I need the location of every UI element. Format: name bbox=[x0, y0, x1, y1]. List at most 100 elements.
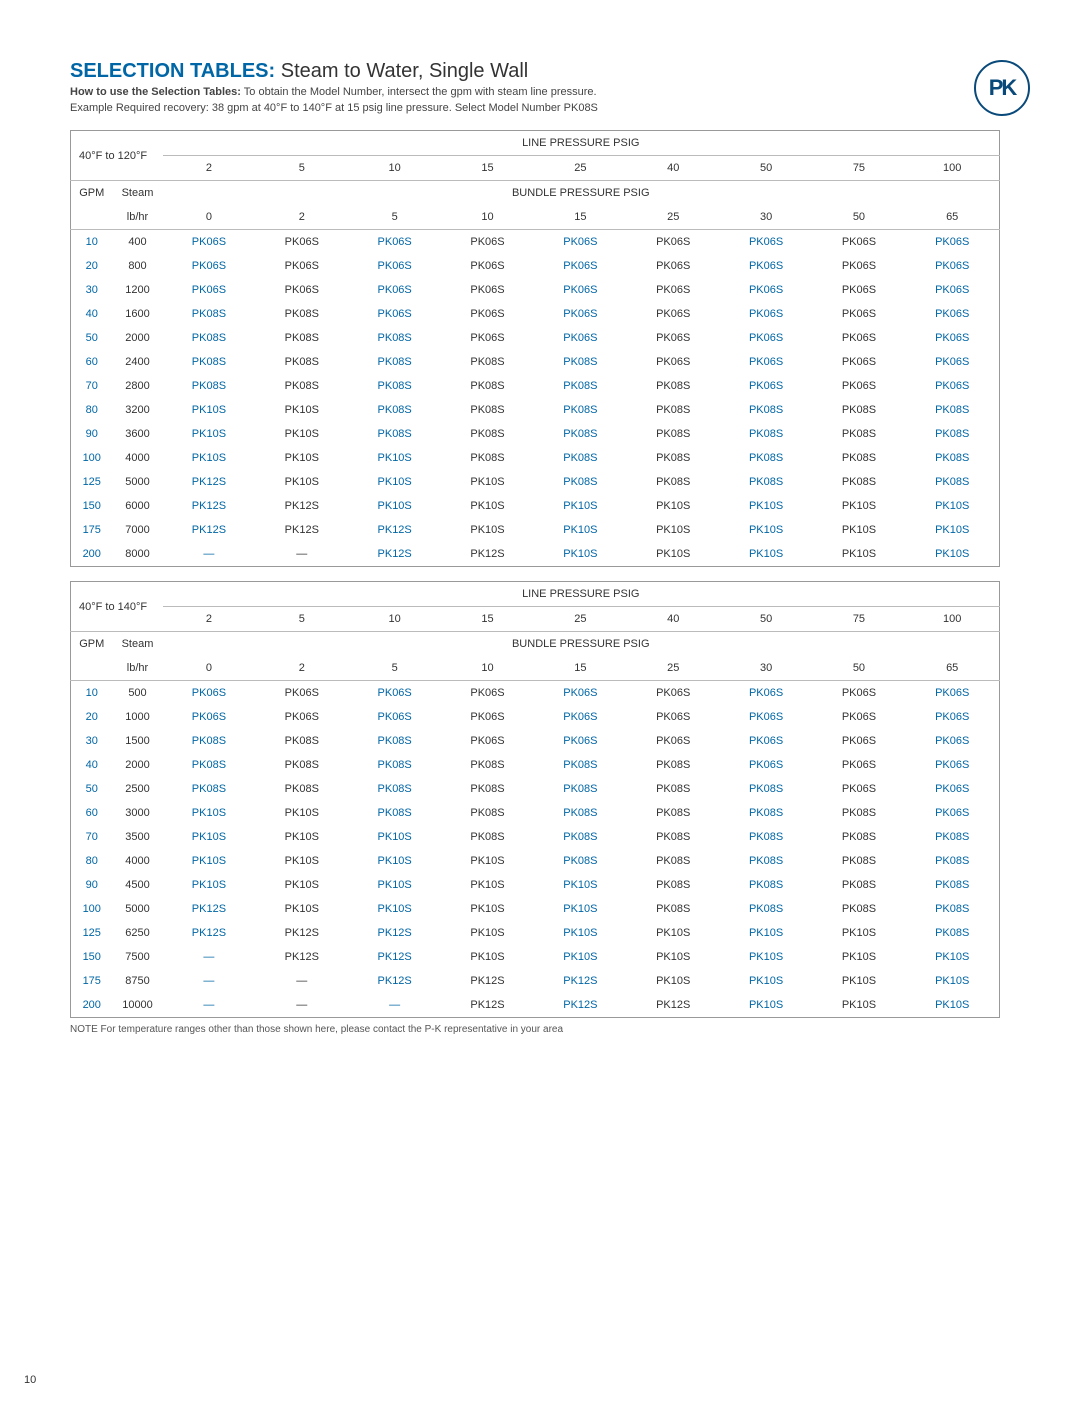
model-cell: PK06S bbox=[905, 302, 999, 326]
model-cell: PK06S bbox=[905, 230, 999, 255]
model-cell: PK10S bbox=[627, 921, 720, 945]
tables-container: 40°F to 120°FLINE PRESSURE PSIG251015254… bbox=[70, 130, 1030, 1018]
model-cell: PK06S bbox=[720, 302, 813, 326]
gpm-value: 60 bbox=[71, 801, 113, 825]
model-cell: PK12S bbox=[163, 518, 256, 542]
model-cell: PK06S bbox=[255, 230, 348, 255]
model-cell: PK12S bbox=[534, 969, 627, 993]
model-cell: PK10S bbox=[534, 897, 627, 921]
steam-value: 1600 bbox=[113, 302, 163, 326]
model-cell: PK06S bbox=[905, 705, 999, 729]
bundle-pressure-value: 15 bbox=[534, 205, 627, 230]
model-cell: PK10S bbox=[348, 470, 441, 494]
model-cell: PK10S bbox=[348, 849, 441, 873]
model-cell: PK08S bbox=[534, 470, 627, 494]
model-cell: PK06S bbox=[627, 681, 720, 706]
gpm-value: 175 bbox=[71, 518, 113, 542]
line-pressure-value: 10 bbox=[348, 607, 441, 632]
model-cell: PK06S bbox=[255, 681, 348, 706]
model-cell: PK08S bbox=[441, 801, 534, 825]
model-cell: PK10S bbox=[255, 446, 348, 470]
selection-table: 40°F to 140°FLINE PRESSURE PSIG251015254… bbox=[70, 581, 1000, 1018]
page-number: 10 bbox=[24, 1374, 36, 1386]
steam-value: 2000 bbox=[113, 326, 163, 350]
model-cell: PK10S bbox=[255, 470, 348, 494]
model-cell: PK08S bbox=[627, 873, 720, 897]
line-pressure-value: 40 bbox=[627, 156, 720, 181]
steam-value: 8750 bbox=[113, 969, 163, 993]
model-cell: PK08S bbox=[255, 326, 348, 350]
model-cell: PK12S bbox=[163, 494, 256, 518]
gpm-value: 90 bbox=[71, 422, 113, 446]
model-cell: PK10S bbox=[905, 945, 999, 969]
model-cell: PK10S bbox=[163, 873, 256, 897]
steam-value: 1500 bbox=[113, 729, 163, 753]
model-cell: PK08S bbox=[813, 897, 906, 921]
model-cell: PK08S bbox=[627, 374, 720, 398]
model-cell: PK08S bbox=[813, 849, 906, 873]
model-cell: PK12S bbox=[627, 993, 720, 1018]
model-cell: PK10S bbox=[534, 542, 627, 567]
model-cell: PK08S bbox=[441, 777, 534, 801]
line-pressure-value: 50 bbox=[720, 156, 813, 181]
model-cell: — bbox=[255, 969, 348, 993]
howto-text-1: To obtain the Model Number, intersect th… bbox=[241, 86, 597, 98]
model-cell: PK08S bbox=[813, 398, 906, 422]
table-row: 903600PK10SPK10SPK08SPK08SPK08SPK08SPK08… bbox=[71, 422, 1000, 446]
table-row: 703500PK10SPK10SPK10SPK08SPK08SPK08SPK08… bbox=[71, 825, 1000, 849]
model-cell: PK10S bbox=[905, 494, 999, 518]
model-cell: PK10S bbox=[720, 993, 813, 1018]
model-cell: PK08S bbox=[534, 398, 627, 422]
model-cell: PK06S bbox=[720, 374, 813, 398]
model-cell: PK06S bbox=[441, 302, 534, 326]
model-cell: PK06S bbox=[813, 254, 906, 278]
model-cell: PK12S bbox=[255, 518, 348, 542]
model-cell: PK06S bbox=[720, 681, 813, 706]
model-cell: PK12S bbox=[348, 945, 441, 969]
model-cell: PK08S bbox=[441, 374, 534, 398]
table-row: 1255000PK12SPK10SPK10SPK10SPK08SPK08SPK0… bbox=[71, 470, 1000, 494]
line-pressure-value: 2 bbox=[163, 156, 256, 181]
steam-value: 3500 bbox=[113, 825, 163, 849]
line-pressure-value: 50 bbox=[720, 607, 813, 632]
line-pressure-value: 25 bbox=[534, 607, 627, 632]
model-cell: PK06S bbox=[441, 254, 534, 278]
model-cell: PK10S bbox=[813, 945, 906, 969]
model-cell: PK06S bbox=[627, 254, 720, 278]
model-cell: PK08S bbox=[163, 350, 256, 374]
model-cell: PK06S bbox=[627, 326, 720, 350]
gpm-value: 200 bbox=[71, 993, 113, 1018]
model-cell: PK06S bbox=[720, 729, 813, 753]
model-cell: PK08S bbox=[720, 849, 813, 873]
model-cell: PK10S bbox=[905, 542, 999, 567]
model-cell: PK06S bbox=[627, 230, 720, 255]
model-cell: PK10S bbox=[348, 446, 441, 470]
model-cell: PK10S bbox=[720, 921, 813, 945]
model-cell: PK08S bbox=[348, 398, 441, 422]
steam-value: 3000 bbox=[113, 801, 163, 825]
model-cell: PK10S bbox=[441, 470, 534, 494]
model-cell: PK06S bbox=[813, 681, 906, 706]
table-row: 1256250PK12SPK12SPK12SPK10SPK10SPK10SPK1… bbox=[71, 921, 1000, 945]
model-cell: PK10S bbox=[441, 849, 534, 873]
title-prefix: SELECTION TABLES: bbox=[70, 60, 275, 82]
gpm-value: 70 bbox=[71, 374, 113, 398]
model-cell: PK10S bbox=[534, 921, 627, 945]
gpm-value: 80 bbox=[71, 398, 113, 422]
model-cell: PK06S bbox=[905, 350, 999, 374]
bundle-pressure-value: 15 bbox=[534, 656, 627, 681]
model-cell: PK12S bbox=[163, 470, 256, 494]
model-cell: PK06S bbox=[348, 681, 441, 706]
model-cell: — bbox=[163, 542, 256, 567]
model-cell: PK06S bbox=[627, 302, 720, 326]
gpm-value: 150 bbox=[71, 494, 113, 518]
model-cell: PK08S bbox=[905, 873, 999, 897]
model-cell: PK08S bbox=[255, 777, 348, 801]
bundle-pressure-value: 0 bbox=[163, 656, 256, 681]
howto-line-1: How to use the Selection Tables: To obta… bbox=[70, 85, 974, 99]
model-cell: PK12S bbox=[163, 921, 256, 945]
model-cell: PK10S bbox=[813, 993, 906, 1018]
model-cell: PK06S bbox=[348, 302, 441, 326]
gpm-value: 90 bbox=[71, 873, 113, 897]
gpm-value: 175 bbox=[71, 969, 113, 993]
